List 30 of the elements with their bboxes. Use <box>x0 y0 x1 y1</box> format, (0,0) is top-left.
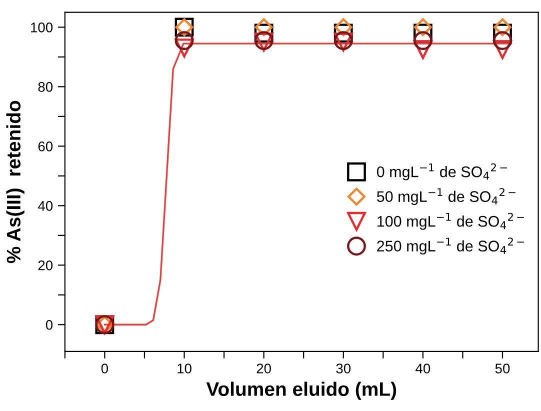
legend-label: 0 mgL$^{−1}$ de SO$_{4}$$^{2−}$ <box>376 163 507 180</box>
legend-label: 50 mgL$^{−1}$ de SO$_{4}$$^{2−}$ <box>376 188 516 206</box>
x-tick-label: 40 <box>416 364 430 374</box>
x-tick-label: 20 <box>256 364 271 374</box>
point <box>493 31 512 50</box>
point <box>414 18 432 36</box>
y-tick-label: 20 <box>38 260 53 270</box>
y-tick-label: 60 <box>38 142 53 152</box>
point <box>174 31 194 50</box>
point <box>413 40 432 59</box>
x-axis-title: Volumen eluido (mL) <box>206 382 396 400</box>
y-axis-title: % As(III) retenido <box>6 100 24 264</box>
point <box>174 38 194 58</box>
point <box>334 18 352 36</box>
legend-label: 100 mgL$^{−1}$ de SO$_{4}$$^{2−}$ <box>378 212 524 230</box>
point <box>494 18 512 36</box>
x-tick-label: 50 <box>495 364 510 374</box>
x-tick-label: 0 <box>101 364 108 374</box>
y-tick-label: 100 <box>31 22 53 32</box>
legend-label: 250 mgL$^{−1}$ de SO$_{4}$$^{2−}$ <box>377 238 524 255</box>
y-tick-label: 80 <box>38 82 53 92</box>
point <box>254 18 273 36</box>
point <box>413 31 432 50</box>
x-tick-label: 30 <box>336 364 351 374</box>
x-tick-label: 10 <box>178 364 192 374</box>
point <box>254 24 274 43</box>
y-tick-label: 0 <box>46 320 53 330</box>
point <box>334 24 353 43</box>
point <box>493 40 512 59</box>
y-tick-label: 40 <box>38 200 53 211</box>
